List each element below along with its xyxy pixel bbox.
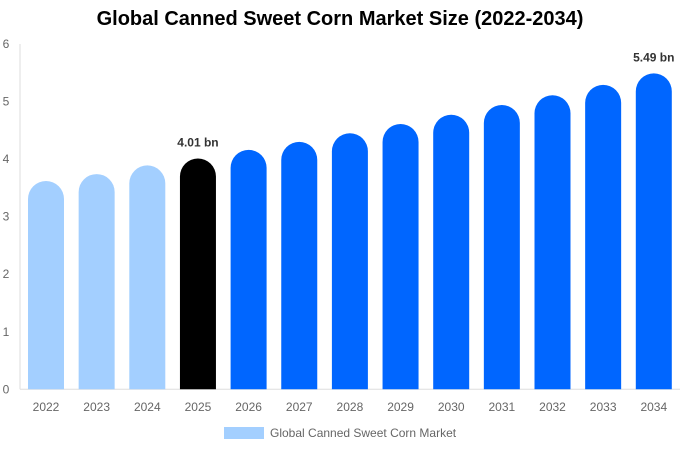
- y-tick-label: 0: [3, 382, 10, 396]
- y-tick-label: 4: [3, 152, 10, 166]
- x-tick-label: 2030: [438, 400, 465, 414]
- bar-2023: [78, 174, 115, 390]
- data-label: 5.49 bn: [633, 50, 674, 64]
- bar-2032: [534, 95, 571, 390]
- bar-2030: [433, 114, 470, 390]
- y-tick-label: 5: [3, 95, 10, 109]
- x-tick-label: 2029: [387, 400, 414, 414]
- x-tick-label: 2033: [590, 400, 617, 414]
- bar-2028: [331, 133, 368, 390]
- x-tick-label: 2023: [83, 400, 110, 414]
- x-tick-label: 2026: [235, 400, 262, 414]
- bar-2034: [635, 73, 672, 390]
- y-tick-label: 1: [3, 325, 10, 339]
- bar-2025: [179, 158, 216, 390]
- bar-2026: [230, 149, 267, 390]
- bar-2031: [483, 105, 520, 390]
- legend-label: Global Canned Sweet Corn Market: [270, 426, 457, 440]
- bar-2024: [129, 165, 166, 390]
- y-tick-label: 6: [3, 37, 10, 51]
- data-label: 4.01 bn: [177, 136, 218, 150]
- x-tick-label: 2024: [134, 400, 161, 414]
- legend-swatch: [224, 427, 264, 439]
- bar-2029: [382, 123, 419, 390]
- x-tick-label: 2031: [488, 400, 515, 414]
- x-tick-label: 2028: [337, 400, 364, 414]
- legend[interactable]: Global Canned Sweet Corn Market: [224, 426, 456, 440]
- bar-2027: [281, 141, 318, 390]
- y-tick-label: 2: [3, 267, 10, 281]
- y-tick-label: 3: [3, 210, 10, 224]
- x-tick-label: 2032: [539, 400, 566, 414]
- x-tick-label: 2022: [33, 400, 60, 414]
- x-tick-label: 2027: [286, 400, 313, 414]
- bar-2022: [28, 180, 64, 390]
- x-tick-label: 2025: [185, 400, 212, 414]
- bar-2033: [585, 84, 622, 390]
- chart-title: Global Canned Sweet Corn Market Size (20…: [96, 8, 584, 30]
- x-tick-label: 2034: [640, 400, 667, 414]
